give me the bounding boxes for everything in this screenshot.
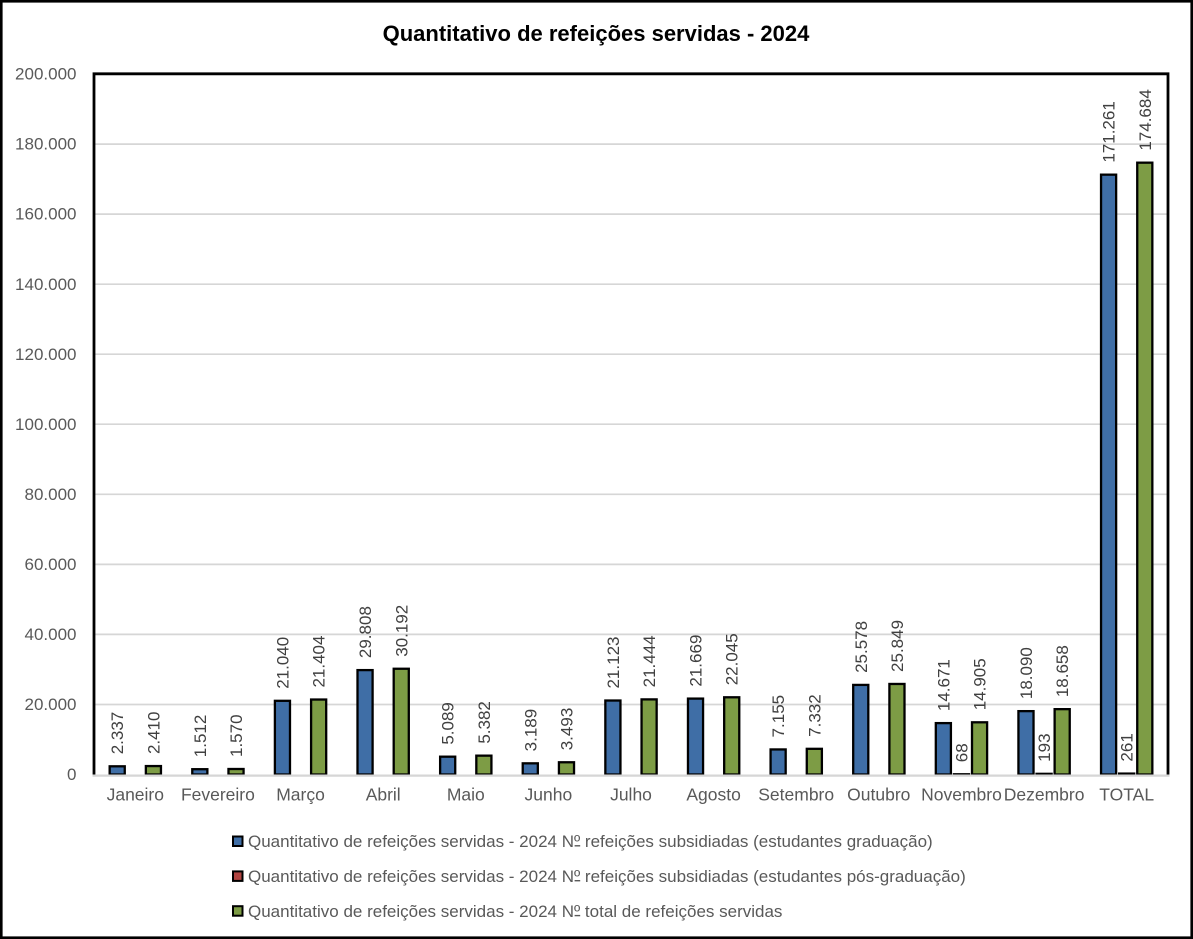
- svg-text:7.155: 7.155: [769, 695, 788, 738]
- svg-text:Janeiro: Janeiro: [107, 785, 164, 805]
- svg-text:1.512: 1.512: [191, 715, 210, 758]
- svg-text:160.000: 160.000: [15, 205, 76, 224]
- svg-text:40.000: 40.000: [25, 625, 77, 644]
- svg-text:30.192: 30.192: [392, 605, 411, 657]
- svg-text:120.000: 120.000: [15, 345, 76, 364]
- svg-text:100.000: 100.000: [15, 415, 76, 434]
- svg-text:TOTAL: TOTAL: [1099, 785, 1154, 805]
- svg-text:Agosto: Agosto: [686, 785, 740, 805]
- svg-text:180.000: 180.000: [15, 135, 76, 154]
- svg-text:29.808: 29.808: [356, 606, 375, 658]
- svg-text:Novembro: Novembro: [921, 785, 1002, 805]
- svg-text:1.570: 1.570: [227, 714, 246, 757]
- svg-text:Quantitativo de refeições serv: Quantitativo de refeições servidas - 202…: [248, 902, 782, 921]
- svg-text:171.261: 171.261: [1100, 101, 1119, 162]
- svg-text:Quantitativo de refeições serv: Quantitativo de refeições servidas - 202…: [248, 832, 933, 851]
- svg-text:Quantitativo de refeições serv: Quantitativo de refeições servidas - 202…: [248, 867, 966, 886]
- svg-text:0: 0: [67, 765, 76, 784]
- svg-text:68: 68: [952, 743, 971, 762]
- svg-text:Março: Março: [276, 785, 325, 805]
- svg-text:3.493: 3.493: [557, 708, 576, 751]
- svg-text:2.337: 2.337: [108, 712, 127, 755]
- svg-text:25.849: 25.849: [888, 620, 907, 672]
- svg-text:21.040: 21.040: [273, 637, 292, 689]
- svg-text:21.444: 21.444: [640, 635, 659, 687]
- svg-text:5.382: 5.382: [475, 701, 494, 744]
- svg-text:Outubro: Outubro: [847, 785, 910, 805]
- svg-text:18.658: 18.658: [1053, 645, 1072, 697]
- svg-text:5.089: 5.089: [439, 702, 458, 745]
- svg-text:18.090: 18.090: [1017, 647, 1036, 699]
- svg-text:21.669: 21.669: [687, 635, 706, 687]
- svg-text:7.332: 7.332: [805, 694, 824, 737]
- svg-text:Dezembro: Dezembro: [1004, 785, 1085, 805]
- svg-text:Maio: Maio: [447, 785, 485, 805]
- svg-text:14.905: 14.905: [971, 658, 990, 710]
- svg-text:14.671: 14.671: [934, 659, 953, 711]
- svg-text:261: 261: [1118, 733, 1137, 761]
- svg-text:Julho: Julho: [610, 785, 652, 805]
- svg-text:22.045: 22.045: [723, 633, 742, 685]
- svg-text:140.000: 140.000: [15, 275, 76, 294]
- svg-text:80.000: 80.000: [25, 485, 77, 504]
- svg-text:2.410: 2.410: [144, 712, 163, 755]
- svg-text:60.000: 60.000: [25, 555, 77, 574]
- svg-text:Abril: Abril: [366, 785, 401, 805]
- svg-text:20.000: 20.000: [25, 695, 77, 714]
- svg-text:174.684: 174.684: [1136, 89, 1155, 150]
- svg-text:Quantitativo de refeições serv: Quantitativo de refeições servidas - 202…: [383, 21, 811, 46]
- svg-text:21.123: 21.123: [604, 637, 623, 689]
- svg-text:Fevereiro: Fevereiro: [181, 785, 255, 805]
- svg-text:25.578: 25.578: [852, 621, 871, 673]
- svg-text:Setembro: Setembro: [758, 785, 834, 805]
- svg-text:200.000: 200.000: [15, 65, 76, 84]
- svg-text:193: 193: [1035, 733, 1054, 761]
- svg-text:21.404: 21.404: [310, 636, 329, 688]
- svg-text:Junho: Junho: [525, 785, 573, 805]
- svg-text:3.189: 3.189: [521, 709, 540, 752]
